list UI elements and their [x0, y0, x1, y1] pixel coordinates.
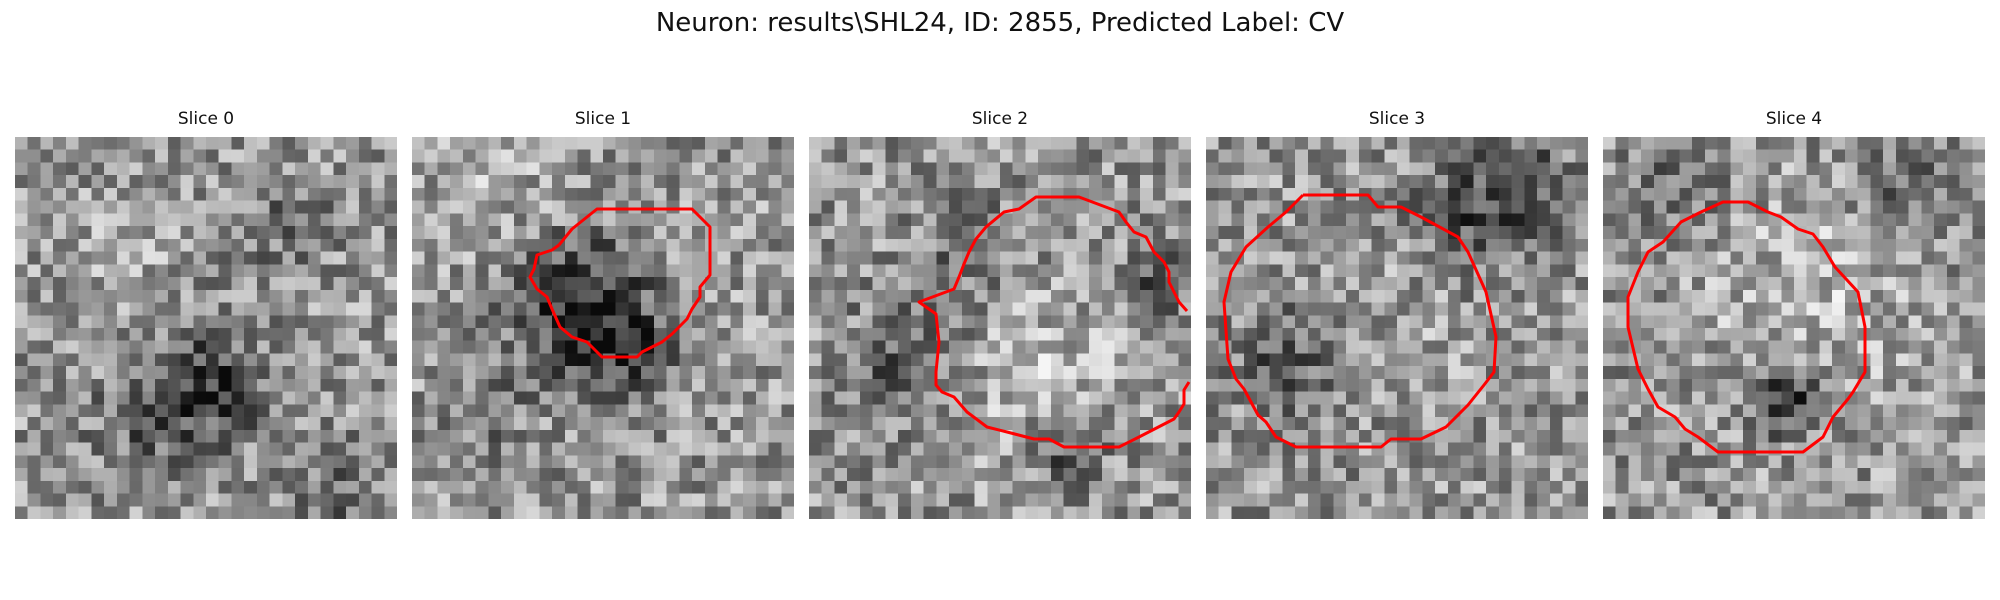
slice-title-3: Slice 3	[1368, 109, 1426, 129]
slice-title-0: Slice 0	[177, 109, 235, 129]
slice-canvas-4	[1603, 137, 1985, 519]
roi-contour-3	[1222, 193, 1498, 449]
slice-image-3	[1206, 137, 1588, 519]
roi-contour-line-4	[1626, 200, 1867, 454]
slice-title-1: Slice 1	[574, 109, 632, 129]
roi-contour-4	[1626, 200, 1867, 454]
slice-image-4	[1603, 137, 1985, 519]
slice-image-1	[412, 137, 794, 519]
slice-panel-3: Slice 3	[1206, 108, 1588, 519]
slice-canvas-3	[1206, 137, 1588, 519]
slice-panel-0: Slice 0	[15, 108, 397, 519]
slice-panel-4: Slice 4	[1603, 108, 1985, 519]
figure-title: Neuron: results\SHL24, ID: 2855, Predict…	[655, 8, 1345, 38]
slice-canvas-0	[15, 137, 397, 519]
roi-contour-line-3	[1222, 193, 1498, 449]
slice-panel-2: Slice 2	[809, 108, 1191, 519]
slice-title-4: Slice 4	[1765, 109, 1823, 129]
slice-title-2: Slice 2	[971, 109, 1029, 129]
roi-contour-line-2	[917, 195, 1191, 449]
slice-panel-1: Slice 1	[412, 108, 794, 519]
roi-contour-2	[917, 195, 1191, 449]
slice-canvas-1	[412, 137, 794, 519]
roi-contour-line-1	[528, 207, 712, 359]
slice-image-0	[15, 137, 397, 519]
slice-image-2	[809, 137, 1191, 519]
slice-canvas-2	[809, 137, 1191, 519]
roi-contour-1	[528, 207, 712, 359]
